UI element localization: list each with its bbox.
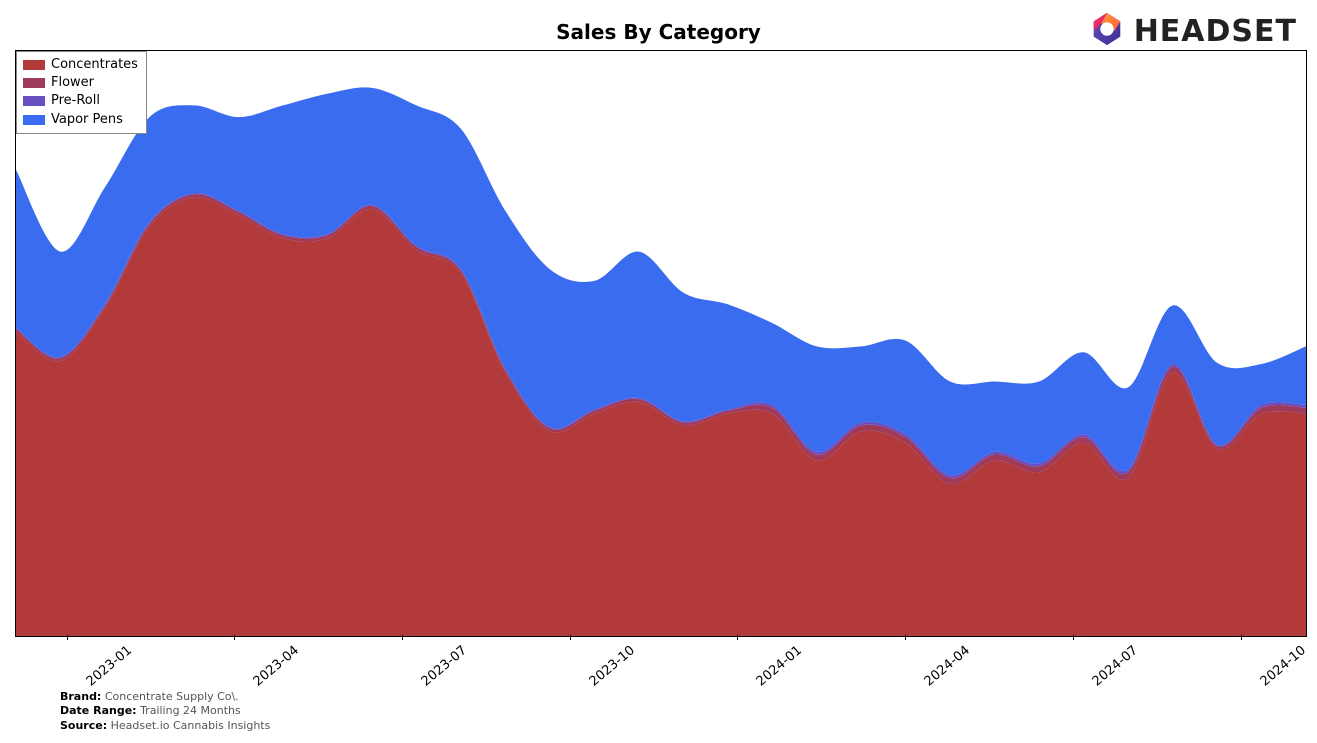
legend-swatch [23, 96, 45, 106]
stacked-area-svg [16, 51, 1306, 636]
xtick-mark [905, 635, 906, 640]
xtick-label: 2023-01 [83, 643, 134, 689]
footer-range-label: Date Range: [60, 704, 137, 717]
headset-logo: HEADSET [1088, 10, 1297, 52]
chart-legend: ConcentratesFlowerPre-RollVapor Pens [16, 51, 147, 134]
legend-label: Concentrates [51, 56, 138, 74]
xtick-label: 2024-07 [1090, 643, 1141, 689]
headset-logo-icon [1088, 10, 1126, 52]
legend-item-vapor-pens: Vapor Pens [23, 111, 138, 129]
legend-label: Vapor Pens [51, 111, 123, 129]
xtick-mark [1241, 635, 1242, 640]
legend-item-pre-roll: Pre-Roll [23, 92, 138, 110]
footer-range: Date Range: Trailing 24 Months [60, 704, 270, 718]
chart-footer: Brand: Concentrate Supply Co\. Date Rang… [60, 690, 270, 733]
xtick-mark [570, 635, 571, 640]
xtick-mark [67, 635, 68, 640]
legend-swatch [23, 60, 45, 70]
footer-range-value: Trailing 24 Months [140, 704, 241, 717]
xtick-label: 2024-10 [1257, 643, 1308, 689]
xtick-mark [402, 635, 403, 640]
xtick-mark [234, 635, 235, 640]
xtick-mark [737, 635, 738, 640]
chart-plot-area: ConcentratesFlowerPre-RollVapor Pens [15, 50, 1307, 637]
xtick-label: 2024-01 [754, 643, 805, 689]
footer-source-value: Headset.io Cannabis Insights [111, 719, 271, 732]
footer-brand-value: Concentrate Supply Co\. [105, 690, 239, 703]
legend-item-flower: Flower [23, 74, 138, 92]
footer-brand: Brand: Concentrate Supply Co\. [60, 690, 270, 704]
xtick-mark [1073, 635, 1074, 640]
legend-swatch [23, 115, 45, 125]
xtick-label: 2023-04 [251, 643, 302, 689]
legend-label: Pre-Roll [51, 92, 100, 110]
headset-logo-text: HEADSET [1134, 14, 1297, 49]
footer-source: Source: Headset.io Cannabis Insights [60, 719, 270, 733]
legend-swatch [23, 78, 45, 88]
legend-item-concentrates: Concentrates [23, 56, 138, 74]
xtick-label: 2023-07 [419, 643, 470, 689]
footer-source-label: Source: [60, 719, 107, 732]
legend-label: Flower [51, 74, 94, 92]
footer-brand-label: Brand: [60, 690, 101, 703]
xtick-label: 2024-04 [922, 643, 973, 689]
xtick-label: 2023-10 [586, 643, 637, 689]
